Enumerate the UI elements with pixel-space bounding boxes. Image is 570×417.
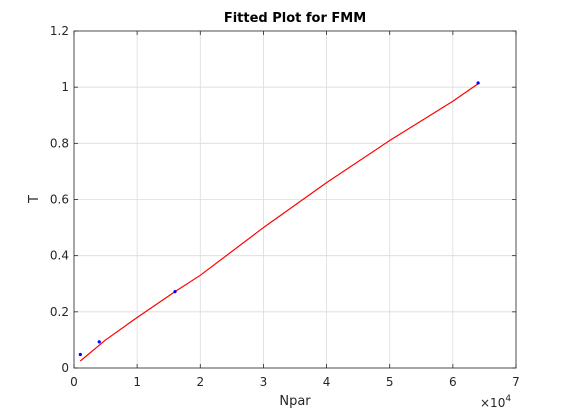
x-tick-label: 0 [70,375,78,389]
y-tick-label: 0.2 [50,305,69,319]
data-point [97,340,101,344]
x-tick-label: 1 [133,375,141,389]
x-tick-label: 2 [196,375,204,389]
data-point [173,290,177,294]
fit-line [79,83,479,362]
x-tick-label: 6 [449,375,457,389]
x-tick-label: 3 [260,375,268,389]
y-tick-label: 0 [61,361,69,375]
x-axis-label: Npar [279,394,311,409]
y-axis-label: T [27,195,42,204]
y-tick-label: 1 [61,80,69,94]
y-tick-label: 1.2 [50,24,69,38]
x-multiplier-exponent: 4 [505,394,511,404]
x-tick-label: 4 [323,375,331,389]
data-point [476,81,480,85]
y-tick-label: 0.8 [50,136,69,150]
x-multiplier-base: ×10 [480,396,505,410]
ticks: 0 1 2 3 4 5 6 7 0 0.2 0.4 0.6 0.8 1 1.2 [50,24,520,389]
x-multiplier: ×104 [480,394,511,410]
x-tick-label: 5 [386,375,394,389]
x-tick-label: 7 [512,375,520,389]
data-point [78,352,82,357]
y-tick-label: 0.4 [50,249,69,263]
series-layer [78,81,480,362]
y-tick-label: 0.6 [50,193,69,207]
chart-title: Fitted Plot for FMM [224,11,366,26]
